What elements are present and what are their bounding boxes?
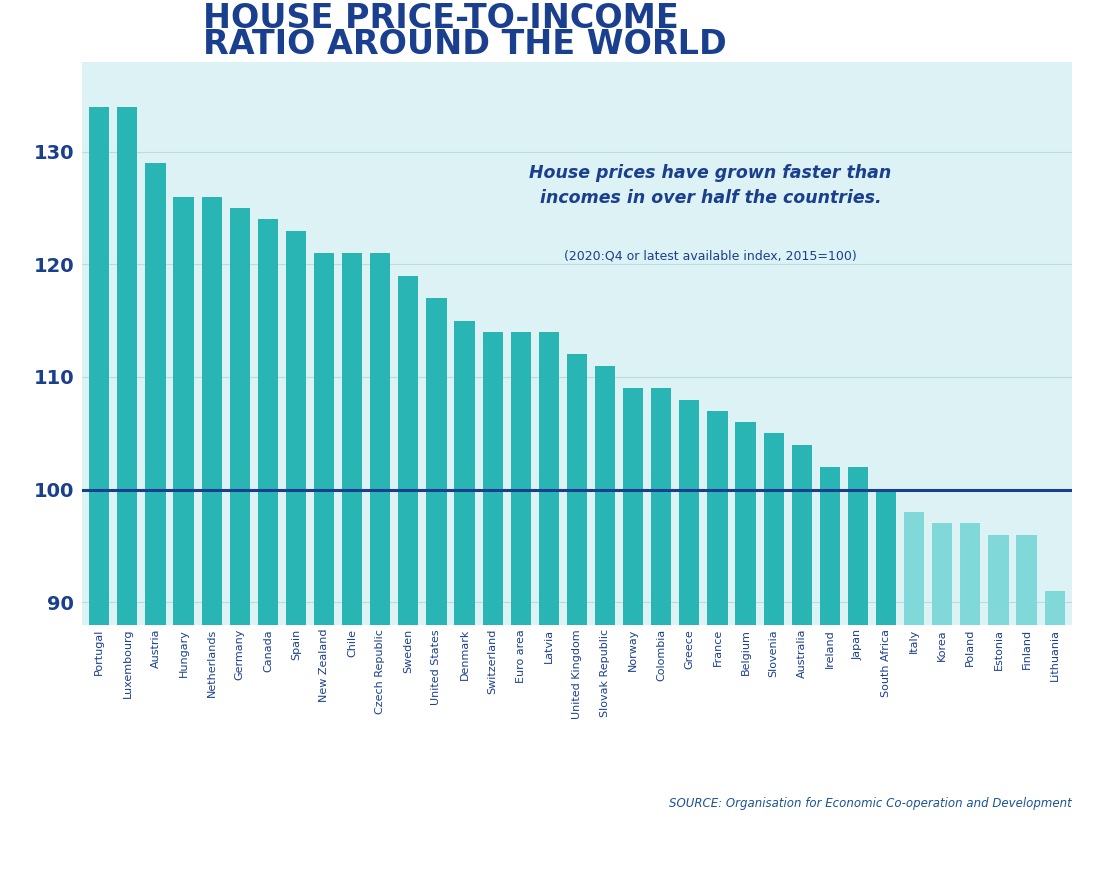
Text: SOURCE: Organisation for Economic Co-operation and Development: SOURCE: Organisation for Economic Co-ope… [669, 796, 1072, 810]
Bar [988, 535, 1009, 625]
Bar [342, 253, 363, 625]
Text: House prices have grown faster than
incomes in over half the countries.: House prices have grown faster than inco… [530, 164, 891, 207]
Bar [595, 366, 615, 625]
Bar [932, 524, 953, 625]
Text: HOUSE PRICE-TO-INCOME: HOUSE PRICE-TO-INCOME [203, 2, 679, 35]
Bar [820, 467, 840, 625]
Bar [370, 253, 390, 625]
Bar [201, 197, 222, 625]
Bar [258, 219, 278, 625]
Bar [89, 106, 110, 625]
Text: #HousingWatch: #HousingWatch [885, 837, 1072, 857]
Bar [455, 320, 475, 625]
Bar [764, 433, 784, 625]
Bar [1044, 591, 1065, 625]
Bar [567, 355, 587, 625]
Bar [314, 253, 334, 625]
Bar [961, 524, 980, 625]
Bar [735, 422, 756, 625]
Text: IMF.org/housing: IMF.org/housing [27, 837, 215, 857]
Text: (2020:Q4 or latest available index, 2015=100): (2020:Q4 or latest available index, 2015… [564, 249, 857, 262]
Bar [511, 332, 531, 625]
Bar [847, 467, 868, 625]
Bar [679, 400, 699, 625]
Bar [708, 411, 728, 625]
Bar [230, 208, 249, 625]
Bar [1017, 535, 1036, 625]
Bar [426, 298, 446, 625]
Bar [876, 489, 896, 625]
Bar [286, 231, 307, 625]
Bar [145, 163, 166, 625]
Bar [539, 332, 559, 625]
Bar [623, 388, 643, 625]
Text: RATIO AROUND THE WORLD: RATIO AROUND THE WORLD [203, 28, 728, 61]
Bar [398, 275, 419, 625]
Bar [904, 512, 924, 625]
Bar [174, 197, 193, 625]
Bar [482, 332, 502, 625]
Bar [118, 106, 137, 625]
Bar [651, 388, 671, 625]
Bar [791, 444, 812, 625]
